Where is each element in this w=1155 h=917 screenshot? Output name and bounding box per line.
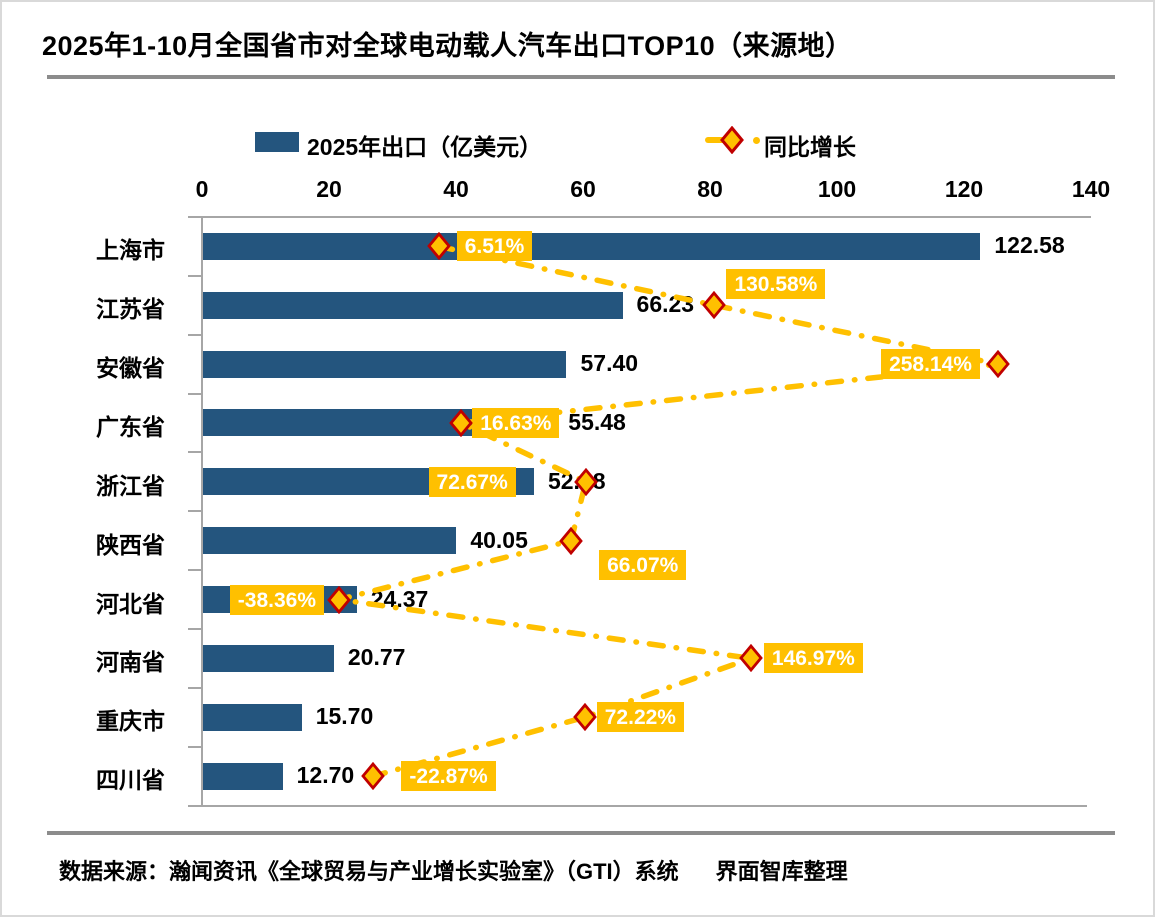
export-bar	[203, 291, 623, 319]
axis-tick	[188, 569, 202, 572]
legend-diamond-icon	[720, 126, 744, 154]
x-tick-label: 120	[944, 176, 984, 202]
title-divider	[47, 75, 1115, 79]
growth-marker-diamond-icon	[986, 350, 1010, 379]
export-value-label: 15.70	[315, 703, 374, 730]
axis-tick	[188, 510, 202, 513]
growth-marker-diamond-icon	[449, 408, 474, 437]
export-bar	[203, 350, 567, 378]
legend-line-label: 同比增长	[764, 134, 856, 160]
category-label: 浙江省	[96, 472, 165, 499]
growth-label: 258.14%	[881, 349, 980, 380]
export-value-label: 40.05	[470, 526, 528, 553]
x-tick-label: 100	[817, 176, 857, 202]
x-tick-label: 140	[1071, 176, 1111, 202]
category-label: 四川省	[96, 767, 165, 794]
export-value-label: 122.58	[994, 232, 1065, 259]
legend-line-dot	[753, 137, 760, 144]
growth-label: 66.07%	[599, 549, 687, 580]
growth-marker-diamond-icon	[573, 467, 598, 496]
axis-tick	[188, 392, 202, 395]
category-label: 河北省	[96, 590, 165, 617]
axis-tick	[188, 627, 202, 630]
axis-tick	[188, 333, 202, 336]
export-value-label: 55.48	[568, 408, 626, 435]
growth-marker-diamond-icon	[361, 762, 386, 791]
category-label: 重庆市	[96, 708, 165, 735]
growth-marker-diamond-icon	[426, 232, 451, 261]
x-tick-label: 20	[316, 176, 342, 202]
category-label: 广东省	[96, 413, 165, 440]
x-tick-label: 60	[570, 176, 596, 202]
growth-label: -38.36%	[229, 584, 324, 615]
growth-label: 72.67%	[428, 466, 516, 497]
axis-tick	[188, 804, 202, 807]
axis-tick	[188, 274, 202, 277]
legend-bar-label: 2025年出口（亿美元）	[307, 134, 543, 160]
axis-tick	[188, 216, 202, 218]
growth-label: -22.87%	[401, 761, 496, 792]
growth-label: 72.22%	[596, 702, 684, 733]
growth-label: 146.97%	[763, 643, 863, 674]
axis-tick	[188, 451, 202, 454]
export-value-label: 12.70	[296, 762, 355, 789]
category-label: 上海市	[96, 237, 165, 264]
legend-bar-swatch	[255, 132, 299, 152]
category-label: 安徽省	[96, 355, 165, 382]
export-bar	[203, 703, 302, 731]
category-label: 江苏省	[96, 296, 165, 323]
chart-title: 2025年1-10月全国省市对全球电动载人汽车出口TOP10（来源地）	[42, 31, 853, 61]
x-axis-line-bottom	[188, 804, 1087, 807]
growth-marker-diamond-icon	[327, 585, 351, 614]
axis-tick	[188, 745, 202, 748]
growth-marker-diamond-icon	[572, 703, 597, 732]
footer-divider	[47, 831, 1115, 835]
growth-label: 16.63%	[472, 407, 560, 438]
legend-line-dash	[705, 137, 726, 143]
export-value-label: 20.77	[347, 644, 406, 671]
x-axis-line-top	[188, 215, 1091, 218]
x-tick-label: 40	[443, 176, 469, 202]
footer: 数据来源：瀚闻资讯《全球贸易与产业增长实验室》（GTI）系统 界面智库整理	[59, 854, 848, 886]
x-tick-label: 0	[195, 176, 209, 202]
export-value-label: 57.40	[580, 350, 639, 377]
x-tick-label: 80	[697, 176, 723, 202]
export-value-label: 24.37	[370, 585, 429, 612]
axis-tick	[188, 686, 202, 689]
category-label: 河南省	[96, 649, 165, 676]
growth-marker-diamond-icon	[739, 644, 763, 673]
export-bar	[203, 644, 334, 672]
credit-text: 界面智库整理	[715, 859, 848, 884]
growth-marker-diamond-icon	[702, 291, 727, 320]
export-bar	[203, 762, 283, 790]
growth-marker-diamond-icon	[559, 526, 583, 555]
export-bar	[203, 527, 457, 555]
growth-label: 6.51%	[456, 231, 533, 262]
growth-label: 130.58%	[726, 269, 826, 300]
export-value-label: 66.23	[636, 291, 695, 318]
export-bar	[203, 232, 981, 260]
data-source-text: 数据来源：瀚闻资讯《全球贸易与产业增长实验室》（GTI）系统	[59, 859, 679, 884]
category-label: 陕西省	[96, 531, 165, 558]
